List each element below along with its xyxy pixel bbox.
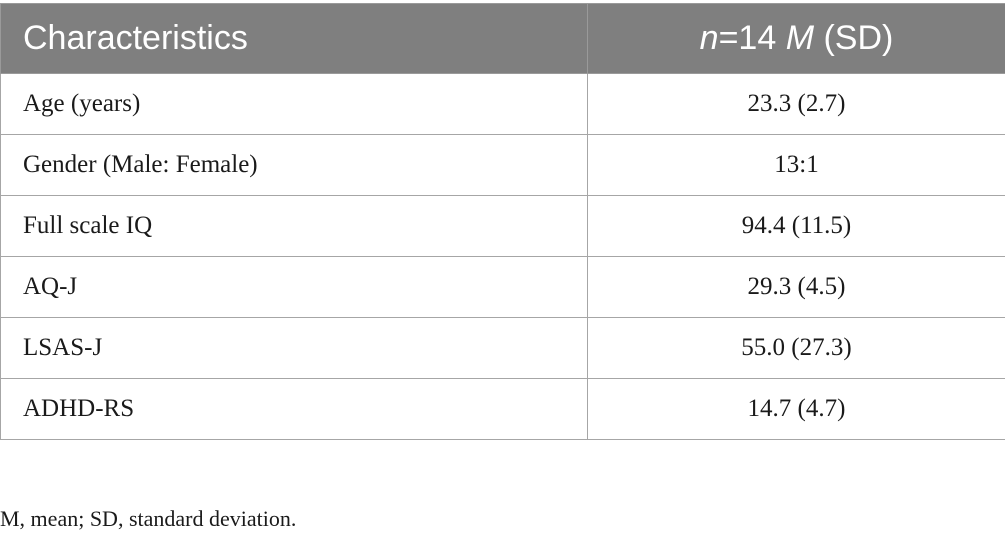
header-row: Characteristics n=14 M (SD) <box>0 3 1005 74</box>
header-n-symbol: n <box>699 19 719 57</box>
table-row: LSAS-J 55.0 (27.3) <box>0 317 1005 379</box>
header-n-value: =14 <box>718 19 786 57</box>
table-row: Full scale IQ 94.4 (11.5) <box>0 195 1005 257</box>
header-sd: (SD) <box>814 19 894 57</box>
table-row: ADHD-RS 14.7 (4.7) <box>0 378 1005 440</box>
table-row: Gender (Male: Female) 13:1 <box>0 134 1005 196</box>
row-value-iq: 94.4 (11.5) <box>587 195 1005 257</box>
row-label-aq-j: AQ-J <box>0 256 588 318</box>
row-value-gender: 13:1 <box>587 134 1005 196</box>
row-value-lsas-j: 55.0 (27.3) <box>587 317 1005 379</box>
row-value-adhd-rs: 14.7 (4.7) <box>587 378 1005 440</box>
row-value-age: 23.3 (2.7) <box>587 73 1005 135</box>
row-label-gender: Gender (Male: Female) <box>0 134 588 196</box>
row-label-age: Age (years) <box>0 73 588 135</box>
header-m-symbol: M <box>785 19 815 57</box>
header-characteristics: Characteristics <box>0 3 588 74</box>
row-label-iq: Full scale IQ <box>0 195 588 257</box>
header-n-mean-sd: n=14 M (SD) <box>587 3 1005 74</box>
row-value-aq-j: 29.3 (4.5) <box>587 256 1005 318</box>
table-body: Age (years) 23.3 (2.7) Gender (Male: Fem… <box>0 73 1005 440</box>
characteristics-table: Characteristics n=14 M (SD) Age (years) … <box>0 3 1005 440</box>
table-header: Characteristics n=14 M (SD) <box>0 3 1005 74</box>
table-row: Age (years) 23.3 (2.7) <box>0 73 1005 135</box>
row-label-adhd-rs: ADHD-RS <box>0 378 588 440</box>
row-label-lsas-j: LSAS-J <box>0 317 588 379</box>
table-row: AQ-J 29.3 (4.5) <box>0 256 1005 318</box>
characteristics-table-container: Characteristics n=14 M (SD) Age (years) … <box>0 3 1005 440</box>
table-footnote: M, mean; SD, standard deviation. <box>0 506 297 531</box>
